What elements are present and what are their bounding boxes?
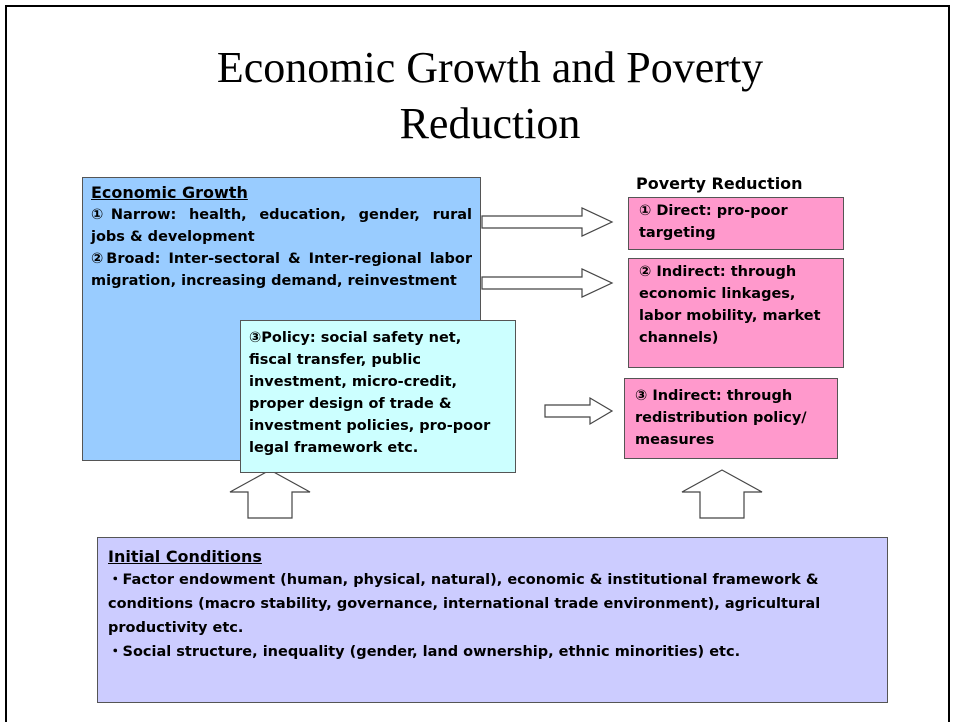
arrow-up [681,469,763,519]
item: ・Social structure, inequality (gender, l… [108,644,741,660]
item: ①Narrow: health, education, gender, rura… [91,207,472,245]
arrow-up [229,469,311,519]
initial-conditions-box: Initial Conditions ・Factor endowment (hu… [97,537,888,703]
heading: Initial Conditions [108,547,262,566]
arrow-right [544,396,614,426]
item: ・Factor endowment (human, physical, natu… [108,572,821,636]
policy-box: ③Policy: social safety net, fiscal trans… [240,320,516,473]
heading: Economic Growth [91,183,248,202]
item: ②Broad: Inter-sectoral & Inter-regional … [91,251,472,289]
slide-border [5,5,950,722]
poverty-box: ② Indirect: through economic linkages, l… [628,258,844,368]
arrow-right [481,268,614,298]
poverty-box: ① Direct: pro-poor targeting [628,197,844,250]
title: Economic Growth and Poverty Reduction [216,43,764,148]
heading: Poverty Reduction [636,174,803,193]
poverty-box: ③ Indirect: through redistribution polic… [624,378,838,459]
arrow-right [481,207,614,237]
